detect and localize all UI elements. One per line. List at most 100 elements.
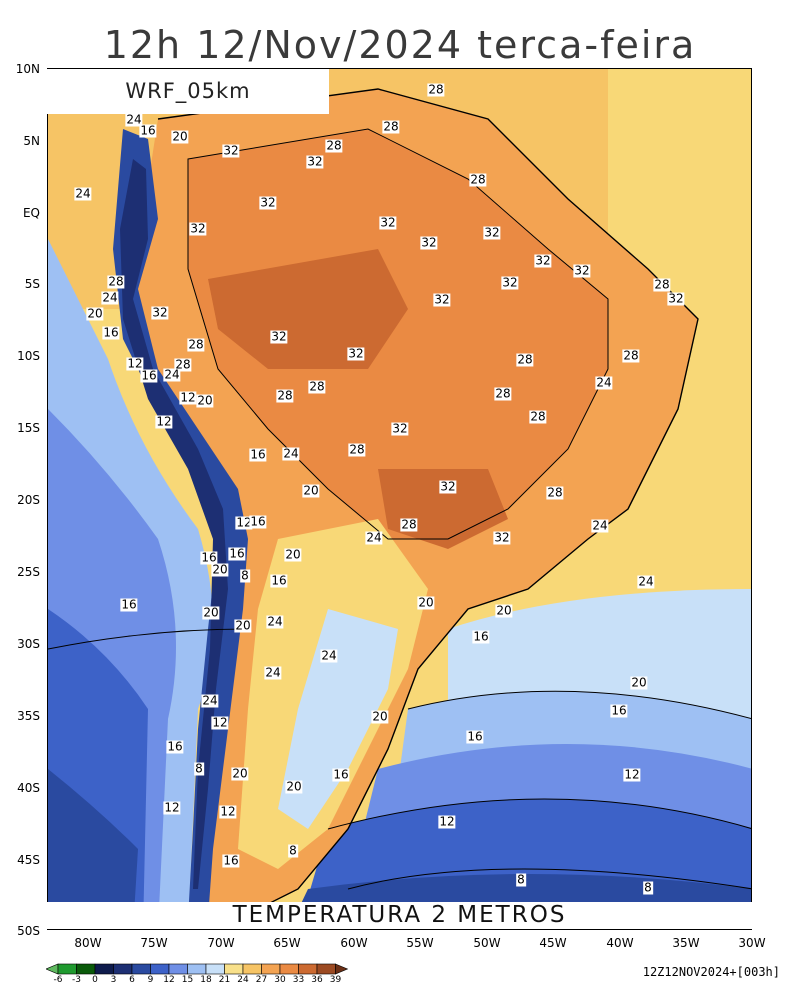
lon-label: 50W	[473, 936, 501, 950]
colorbar-label: 33	[292, 975, 305, 985]
isotherm-label: 32	[222, 143, 240, 158]
lon-label: 60W	[340, 936, 368, 950]
isotherm-label: 12	[623, 767, 641, 782]
isotherm-label: 32	[270, 329, 288, 344]
model-label: WRF_05km	[47, 69, 329, 114]
colorbar	[46, 963, 349, 975]
isotherm-label: 8	[516, 872, 526, 887]
colorbar-cell	[94, 963, 114, 975]
isotherm-label: 32	[379, 215, 397, 230]
lon-label: 80W	[74, 936, 102, 950]
isotherm-label: 24	[320, 648, 338, 663]
colorbar-label: 6	[129, 975, 135, 985]
isotherm-label: 24	[74, 186, 92, 201]
isotherm-label: 28	[516, 352, 534, 367]
lon-label: 65W	[273, 936, 301, 950]
lat-label: EQ	[22, 206, 40, 220]
isotherm-label: 24	[282, 446, 300, 461]
isotherm-label: 28	[546, 485, 564, 500]
isotherm-label: 28	[494, 386, 512, 401]
isotherm-label: 28	[276, 388, 294, 403]
colorbar-cell	[335, 963, 349, 975]
lon-label: 70W	[207, 936, 235, 950]
isotherm-label: 32	[189, 221, 207, 236]
lat-label: 30S	[17, 637, 40, 651]
isotherm-label: 12	[163, 800, 181, 815]
isotherm-label: 24	[125, 112, 143, 127]
colorbar-label: 9	[147, 975, 154, 985]
lon-label: 30W	[738, 936, 766, 950]
isotherm-label: 32	[391, 421, 409, 436]
isotherm-label: 8	[194, 761, 204, 776]
isotherm-label: 20	[285, 779, 303, 794]
isotherm-label: 24	[595, 375, 613, 390]
lat-label: 35S	[17, 709, 40, 723]
isotherm-label: 28	[427, 82, 445, 97]
isotherm-label: 32	[534, 253, 552, 268]
colorbar-cell	[187, 963, 207, 975]
isotherm-label: 24	[266, 614, 284, 629]
isotherm-label: 32	[573, 263, 591, 278]
colorbar-label: 36	[311, 975, 323, 985]
colorbar-label: 0	[92, 975, 98, 985]
colorbar-label: -6	[53, 975, 63, 985]
isotherm-label: 28	[653, 277, 671, 292]
colorbar-label: 18	[200, 975, 212, 985]
colorbar-label: 24	[237, 975, 249, 985]
isotherm-label: 28	[325, 138, 343, 153]
temperature-map	[47, 68, 752, 930]
isotherm-label: 20	[231, 766, 249, 781]
isotherm-label: 32	[151, 305, 169, 320]
lat-label: 15S	[17, 421, 40, 435]
colorbar-label: 30	[274, 975, 286, 985]
isotherm-label: 16	[222, 853, 240, 868]
isotherm-label: 20	[417, 595, 435, 610]
isotherm-label: 32	[483, 225, 501, 240]
isotherm-label: 12	[219, 804, 237, 819]
variable-label: TEMPERATURA 2 METROS	[47, 902, 752, 929]
isotherm-label: 16	[249, 447, 267, 462]
colorbar-label: 21	[218, 975, 231, 985]
run-label: 12Z12NOV2024+[003h]	[642, 965, 780, 979]
isotherm-label: 16	[466, 729, 484, 744]
isotherm-label: 28	[187, 337, 205, 352]
isotherm-label: 16	[139, 123, 157, 138]
isotherm-label: 28	[382, 119, 400, 134]
lon-label: 40W	[606, 936, 634, 950]
isotherm-label: 12	[155, 414, 173, 429]
isotherm-label: 20	[211, 562, 229, 577]
isotherm-label: 12	[211, 715, 229, 730]
isotherm-label: 16	[249, 514, 267, 529]
isotherm-label: 32	[433, 292, 451, 307]
isotherm-label: 16	[228, 546, 246, 561]
isotherm-label: 24	[637, 574, 655, 589]
isotherm-label: 16	[332, 767, 350, 782]
lat-label: 5N	[23, 134, 40, 148]
colorbar-label: 3	[110, 975, 117, 985]
colorbar-cell	[76, 963, 96, 975]
isotherm-label: 24	[591, 518, 609, 533]
colorbar-cell	[316, 963, 336, 975]
isotherm-label: 20	[495, 603, 513, 618]
isotherm-label: 12	[179, 390, 197, 405]
colorbar-label: -3	[72, 975, 81, 985]
colorbar-cell	[224, 963, 244, 975]
isotherm-label: 20	[371, 709, 389, 724]
isotherm-label: 24	[101, 290, 119, 305]
colorbar-cell	[205, 963, 225, 975]
isotherm-label: 16	[102, 325, 120, 340]
isotherm-label: 28	[348, 442, 366, 457]
isotherm-label: 28	[400, 517, 418, 532]
isotherm-label: 32	[347, 346, 365, 361]
isotherm-label: 24	[201, 693, 219, 708]
isotherm-label: 20	[234, 618, 252, 633]
colorbar-cell	[131, 963, 151, 975]
isotherm-label: 32	[493, 530, 511, 545]
isotherm-label: 24	[365, 530, 383, 545]
isotherm-label: 32	[439, 479, 457, 494]
isotherm-label: 20	[171, 129, 189, 144]
isotherm-label: 28	[622, 348, 640, 363]
lat-label: 45S	[17, 853, 40, 867]
isotherm-label: 12	[235, 515, 253, 530]
lat-label: 10S	[17, 349, 40, 363]
